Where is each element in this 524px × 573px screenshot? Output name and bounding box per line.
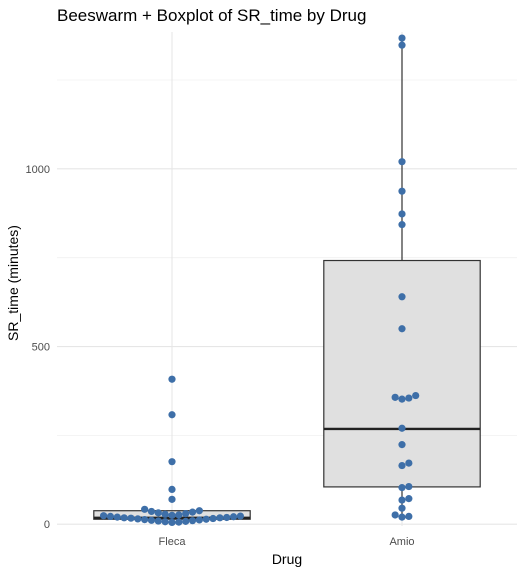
data-point: [127, 514, 135, 522]
data-point: [100, 512, 108, 520]
y-axis-title: SR_time (minutes): [5, 225, 21, 341]
data-point: [168, 495, 176, 503]
data-point: [209, 514, 217, 523]
data-point: [141, 516, 149, 524]
data-point: [405, 495, 413, 503]
data-point: [398, 187, 406, 195]
y-tick-label: 500: [32, 342, 50, 354]
data-point: [391, 393, 399, 401]
data-point: [398, 496, 406, 504]
data-point: [134, 515, 142, 523]
box-layer: [93, 38, 481, 523]
data-point: [161, 518, 169, 526]
data-point: [391, 511, 399, 519]
x-axis-title: Drug: [272, 551, 302, 567]
data-point: [398, 34, 406, 42]
data-point: [398, 461, 406, 470]
data-point: [168, 458, 176, 466]
point-layer: [100, 34, 420, 527]
data-point: [398, 395, 406, 403]
data-point: [398, 158, 406, 166]
data-point: [182, 517, 190, 525]
grid-layer: [57, 32, 517, 526]
data-point: [398, 441, 406, 449]
data-point: [398, 424, 406, 432]
data-point: [412, 391, 420, 400]
data-point: [236, 512, 244, 520]
data-point: [168, 375, 176, 383]
data-point: [168, 411, 176, 419]
data-point: [182, 509, 190, 518]
data-point: [405, 512, 413, 521]
data-point: [398, 210, 406, 218]
data-point: [398, 484, 406, 492]
data-point: [175, 511, 183, 519]
data-point: [113, 513, 121, 521]
data-point: [405, 482, 413, 491]
data-point: [398, 325, 406, 333]
data-point: [195, 516, 203, 524]
y-tick-label: 0: [44, 519, 50, 531]
y-tick-label: 1000: [26, 164, 50, 176]
data-point: [147, 516, 156, 524]
data-point: [147, 507, 156, 516]
data-point: [223, 513, 231, 522]
data-point: [229, 513, 238, 521]
data-point: [405, 459, 413, 467]
data-point: [168, 485, 176, 493]
data-point: [216, 514, 224, 522]
data-point: [188, 517, 197, 525]
data-point: [398, 293, 406, 301]
x-tick-label: Amio: [389, 536, 414, 548]
data-point: [398, 41, 406, 49]
data-point: [202, 515, 210, 523]
data-point: [161, 510, 169, 518]
data-point: [168, 518, 176, 527]
data-point: [120, 514, 128, 522]
data-point: [398, 504, 406, 512]
data-point: [168, 511, 176, 519]
data-point: [141, 505, 149, 513]
data-point: [398, 221, 406, 229]
data-point: [195, 507, 203, 515]
data-point: [154, 517, 162, 525]
data-point: [188, 508, 197, 516]
chart-title: Beeswarm + Boxplot of SR_time by Drug: [57, 6, 366, 25]
data-point: [398, 513, 406, 521]
data-point: [175, 518, 183, 526]
data-point: [106, 512, 115, 521]
data-point: [405, 394, 413, 402]
data-point: [154, 509, 162, 517]
tick-layer: 0 500 1000 Fleca Amio: [26, 164, 415, 548]
x-tick-label: Fleca: [159, 536, 187, 548]
